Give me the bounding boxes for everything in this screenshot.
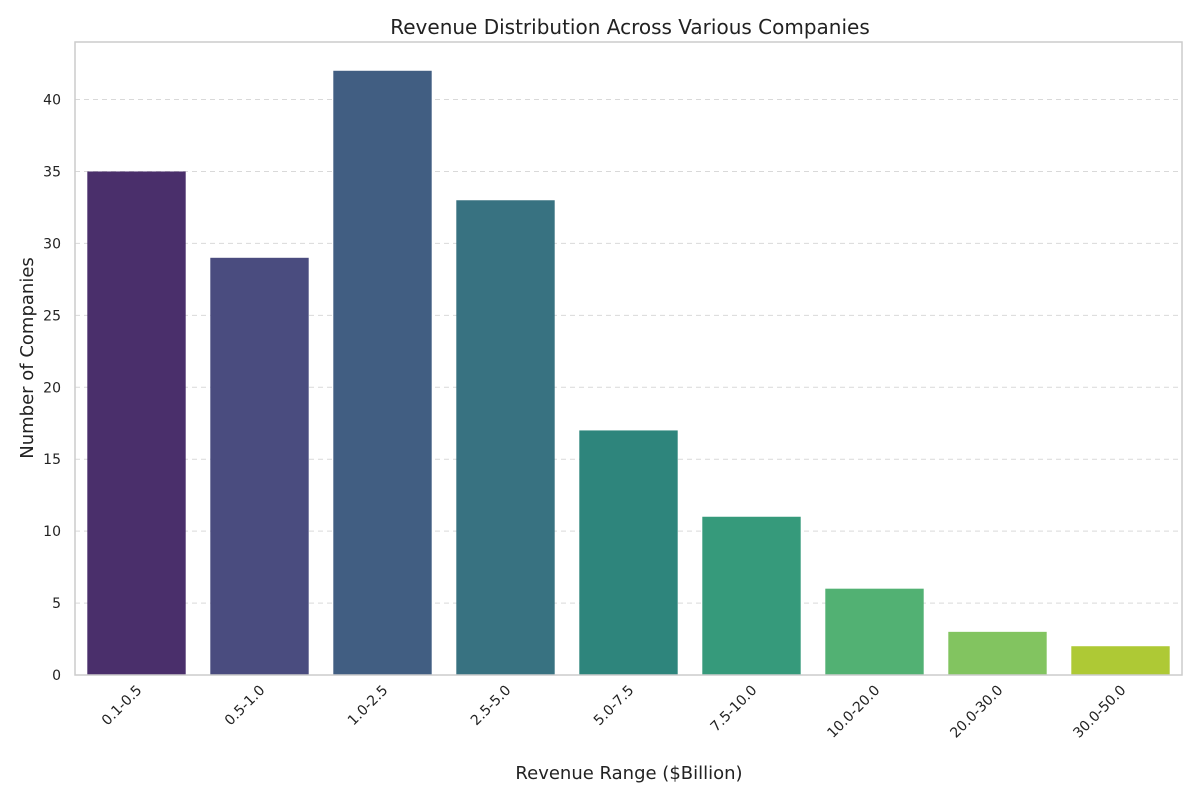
x-tick-label: 0.5-1.0 <box>222 683 268 729</box>
y-tick-label: 40 <box>43 93 61 109</box>
x-axis-label: Revenue Range ($Billion) <box>515 763 742 784</box>
bar-0.5-1.0 <box>210 257 309 675</box>
y-tick-label: 5 <box>52 596 61 612</box>
chart-title: Revenue Distribution Across Various Comp… <box>390 15 869 39</box>
y-tick-label: 25 <box>43 308 61 324</box>
x-tick-label: 20.0-30.0 <box>947 683 1006 742</box>
x-tick-label: 10.0-20.0 <box>824 683 883 742</box>
bar-1.0-2.5 <box>333 70 432 676</box>
bar-0.1-0.5 <box>87 171 186 675</box>
plot-frame <box>74 41 1183 676</box>
y-tick-label: 30 <box>43 236 61 252</box>
x-tick-label: 1.0-2.5 <box>345 683 391 729</box>
x-tick-label: 5.0-7.5 <box>591 683 637 729</box>
y-axis-label: Number of Companies <box>17 257 38 459</box>
y-tick-label: 0 <box>52 668 61 684</box>
y-tick-label: 20 <box>43 380 61 396</box>
y-tick-label: 35 <box>43 164 61 180</box>
y-axis-ticks: 0 5 10 15 20 25 30 35 40 <box>43 93 61 684</box>
bar-20.0-30.0 <box>948 631 1047 675</box>
x-tick-label: 2.5-5.0 <box>468 683 514 729</box>
x-tick-label: 7.5-10.0 <box>708 683 761 736</box>
bar-2.5-5.0 <box>456 200 555 675</box>
x-axis-ticks: 0.1-0.5 0.5-1.0 1.0-2.5 2.5-5.0 5.0-7.5 7.5-1… <box>99 683 1129 742</box>
bars <box>87 70 1170 676</box>
x-tick-label: 30.0-50.0 <box>1070 683 1129 742</box>
y-tick-label: 15 <box>43 452 61 468</box>
bar-5.0-7.5 <box>579 430 678 675</box>
bar-7.5-10.0 <box>702 516 801 675</box>
x-tick-label: 0.1-0.5 <box>99 683 145 729</box>
bar-30.0-50.0 <box>1071 646 1170 675</box>
bar-10.0-20.0 <box>825 588 924 675</box>
y-tick-label: 10 <box>43 524 61 540</box>
